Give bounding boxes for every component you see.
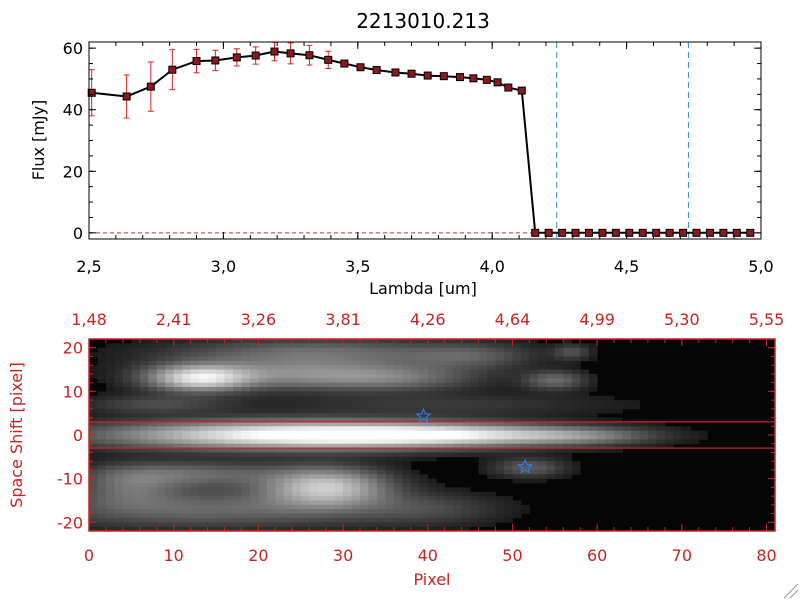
spectrum-point xyxy=(558,228,567,237)
image-x-label: Pixel xyxy=(413,570,450,589)
spectrum-point xyxy=(168,65,177,74)
image-y-tick-label: 10 xyxy=(63,382,83,401)
star-marker-icon xyxy=(516,458,534,474)
spectrum-point xyxy=(469,74,478,83)
spectrum-point xyxy=(531,228,540,237)
spectrum-x-tick-label: 5,0 xyxy=(748,257,773,276)
spectrum-point xyxy=(652,228,661,237)
spectrum-point xyxy=(232,53,241,62)
image-x-tick-label: 80 xyxy=(756,546,776,565)
spectrum-point xyxy=(286,49,295,58)
spectrum-point xyxy=(638,228,647,237)
spectrum-point xyxy=(192,57,201,66)
spectrum-x-tick-label: 3,5 xyxy=(345,257,370,276)
spectrum-point xyxy=(455,73,464,82)
spectrum-point xyxy=(598,228,607,237)
spectrum-y-tick-label: 20 xyxy=(63,162,83,181)
spectrum-point xyxy=(372,66,381,75)
image-x-tick-label: 20 xyxy=(248,546,268,565)
image-y-tick-label: -20 xyxy=(57,513,83,532)
image-x-tick-label: 10 xyxy=(164,546,184,565)
spectrum-x-tick-label: 4,5 xyxy=(614,257,639,276)
spectrum-point xyxy=(571,228,580,237)
image-plot-area xyxy=(89,339,775,532)
spectrum-y-tick-label: 0 xyxy=(73,224,83,243)
spectrum-series-line xyxy=(91,50,751,234)
spectrum-y-tick-label: 40 xyxy=(63,101,83,120)
spectrum-point xyxy=(324,55,333,64)
spectrum-point xyxy=(584,228,593,237)
star-marker-icon xyxy=(415,407,432,424)
spectrum-point xyxy=(146,82,155,91)
image-top-tick-label: 3,26 xyxy=(241,310,277,329)
image-top-tick-label: 5,55 xyxy=(749,310,785,329)
spectrum-axes: 2,5 3,0 3,5 4,0 4,5 5,0 0 20 40 60 xyxy=(63,39,774,276)
spectrum-point xyxy=(356,63,365,72)
image-y-tick-label: -10 xyxy=(57,470,83,489)
spectrum-point xyxy=(305,51,314,60)
spectrum-x-tick-label: 2,5 xyxy=(76,257,101,276)
image-top-tick-label: 4,64 xyxy=(495,310,531,329)
image-x-tick-label: 30 xyxy=(333,546,353,565)
image-x-tick-label: 0 xyxy=(84,546,94,565)
spectrum-point xyxy=(544,228,553,237)
image-top-tick-label: 1,48 xyxy=(71,310,107,329)
spectrum-point xyxy=(692,228,701,237)
spectrum-y-label: Flux [mJy] xyxy=(29,100,48,181)
spectrum-point xyxy=(719,228,728,237)
image-axes: 0 10 20 30 40 50 60 70 80 1,48 2,41 3,26 3,81 4,26 4,6… xyxy=(57,310,784,565)
image-top-tick-label: 4,99 xyxy=(579,310,615,329)
spectrum-point xyxy=(122,92,131,101)
spectrum-point xyxy=(407,69,416,78)
image-y-tick-label: 20 xyxy=(63,339,83,358)
spectrum-point xyxy=(504,83,513,92)
spectrum-point xyxy=(482,75,491,84)
image-x-tick-label: 70 xyxy=(672,546,692,565)
spectrum-point xyxy=(87,88,96,97)
image-top-tick-label: 5,30 xyxy=(664,310,700,329)
spectrum-point xyxy=(732,228,741,237)
spectrum-point xyxy=(270,47,279,56)
spectrum-title: 2213010.213 xyxy=(356,9,490,33)
spectrum-point xyxy=(493,78,502,87)
spectrum-plot-area xyxy=(87,41,761,239)
spectrum-point xyxy=(391,68,400,77)
spectrum-frame xyxy=(88,41,762,240)
spectrum-y-tick-label: 60 xyxy=(63,39,83,58)
spectrum-point xyxy=(340,59,349,68)
spectrum-x-label: Lambda [um] xyxy=(369,279,477,298)
image-top-tick-label: 2,41 xyxy=(156,310,192,329)
image-x-tick-label: 40 xyxy=(418,546,438,565)
spectrum-point xyxy=(625,228,634,237)
spectrum-point xyxy=(746,228,755,237)
spectrum-x-tick-label: 3,0 xyxy=(211,257,236,276)
image-y-tick-label: 0 xyxy=(73,426,83,445)
spectrum-point xyxy=(665,228,674,237)
spectrum-point xyxy=(705,228,714,237)
image-top-tick-label: 3,81 xyxy=(325,310,361,329)
spectrum-point xyxy=(211,56,220,65)
image-panel: 0 10 20 30 40 50 60 70 80 1,48 2,41 3,26 3,81 4,26 4,6… xyxy=(7,310,784,589)
image-x-tick-label: 50 xyxy=(502,546,522,565)
spectrum-panel: 2213010.213 2,5 3,0 3,5 4,0 4,5 5,0 0 20 40 60 La… xyxy=(29,9,774,298)
spectrum-point xyxy=(423,71,432,80)
spectrum-point xyxy=(439,72,448,81)
spectrum-x-tick-label: 4,0 xyxy=(479,257,504,276)
image-top-tick-label: 4,26 xyxy=(410,310,446,329)
image-y-label: Space Shift [pixel] xyxy=(7,362,26,508)
spectrum-point xyxy=(611,228,620,237)
image-raster xyxy=(89,339,708,532)
spectrum-point xyxy=(251,51,260,60)
spectrum-point xyxy=(679,228,688,237)
image-x-tick-label: 60 xyxy=(587,546,607,565)
spectrum-point xyxy=(517,86,526,95)
resize-grip-icon[interactable] xyxy=(783,583,799,599)
